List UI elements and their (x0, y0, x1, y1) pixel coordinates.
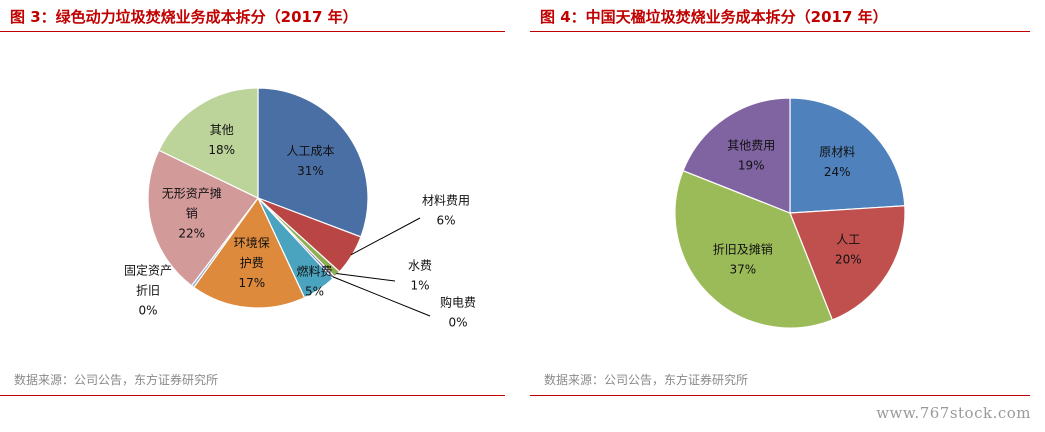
fig3-slice-8 (158, 87, 259, 199)
fig4-slice-2-value: 37% (729, 263, 756, 277)
fig4-slice-0-label-0: 原材料 (819, 145, 855, 159)
figure-3-panel: 图 3：绿色动力垃圾焚烧业务成本拆分（2017 年） 人工成本 31% 材料费用 6%… (0, 0, 505, 400)
fig4-slice-1 (789, 205, 906, 321)
fig4-slice-1-value: 20% (835, 253, 862, 267)
fig3-slice-2-value: 1% (410, 279, 429, 293)
fig3-slice-7-value: 22% (178, 227, 205, 241)
figure-3-source: 数据来源：公司公告，东方证券研究所 (14, 373, 219, 387)
figure-3-bottom-rule (0, 395, 505, 396)
fig3-slice-0 (257, 87, 369, 238)
figure-4-bottom-rule (530, 395, 1030, 396)
watermark: www.767stock.com (876, 404, 1031, 422)
fig3-slice-3-value: 0% (448, 316, 467, 330)
fig3-slice-1-value: 6% (436, 214, 455, 228)
fig4-slice-3-value: 19% (738, 158, 765, 172)
fig3-leader-line-2 (336, 273, 396, 282)
fig3-slice-5-value: 17% (238, 276, 265, 290)
fig4-slice-2 (674, 169, 834, 329)
figure-4-panel: 图 4：中国天楹垃圾焚烧业务成本拆分（2017 年） 原材料 24% 人工 20% 折旧… (530, 0, 1030, 400)
fig3-slice-5 (192, 196, 306, 309)
fig3-slice-2-label-0: 水费 (408, 259, 432, 273)
fig4-slice-3-label-0: 其他费用 (727, 138, 775, 152)
fig3-slice-7-label-1: 销 (186, 207, 198, 221)
fig3-slice-5-label-1: 护费 (240, 256, 264, 270)
fig3-leader-line-1 (350, 217, 421, 256)
figure-4-top-rule (530, 31, 1030, 32)
fig3-slice-6-value: 0% (138, 304, 157, 318)
fig3-slice-4-label-0: 燃料费 (296, 264, 332, 279)
fig3-slice-8-label-0: 其他 (210, 123, 234, 137)
fig3-slice-0-label-0: 人工成本 (286, 144, 334, 158)
figure-3-top-rule (0, 31, 505, 32)
figure-4-pie-chart: 原材料 24% 人工 20% 折旧及摊销 37% 其他费用 19% (674, 97, 906, 329)
fig4-slice-0 (789, 97, 906, 214)
fig3-slice-7 (147, 149, 259, 287)
fig3-slice-4-value: 5% (305, 285, 324, 299)
fig3-slice-7-label-0: 无形资产摊 (162, 187, 222, 201)
figure-4-source: 数据来源：公司公告，东方证券研究所 (544, 373, 749, 387)
fig3-slice-5-label-0: 环境保 (234, 235, 270, 250)
fig3-slice-6-label-0: 固定资产 (124, 263, 172, 278)
figure-3-title: 图 3：绿色动力垃圾焚烧业务成本拆分（2017 年） (10, 8, 358, 26)
fig3-slice-1-label-0: 材料费用 (422, 194, 470, 208)
fig3-slice-6-label-1: 折旧 (136, 283, 160, 298)
fig3-slice-8-value: 18% (208, 143, 235, 157)
fig4-slice-1-label-0: 人工 (836, 233, 860, 247)
fig4-slice-3 (682, 97, 791, 214)
fig3-leader-line-3 (332, 276, 431, 317)
fig3-slice-0-value: 31% (297, 164, 324, 178)
fig3-slice-3-label-0: 购电费 (440, 295, 476, 310)
fig4-slice-2-label-0: 折旧及摊销 (713, 242, 773, 257)
figure-4-title: 图 4：中国天楹垃圾焚烧业务成本拆分（2017 年） (540, 8, 888, 26)
fig4-slice-0-value: 24% (824, 165, 851, 179)
